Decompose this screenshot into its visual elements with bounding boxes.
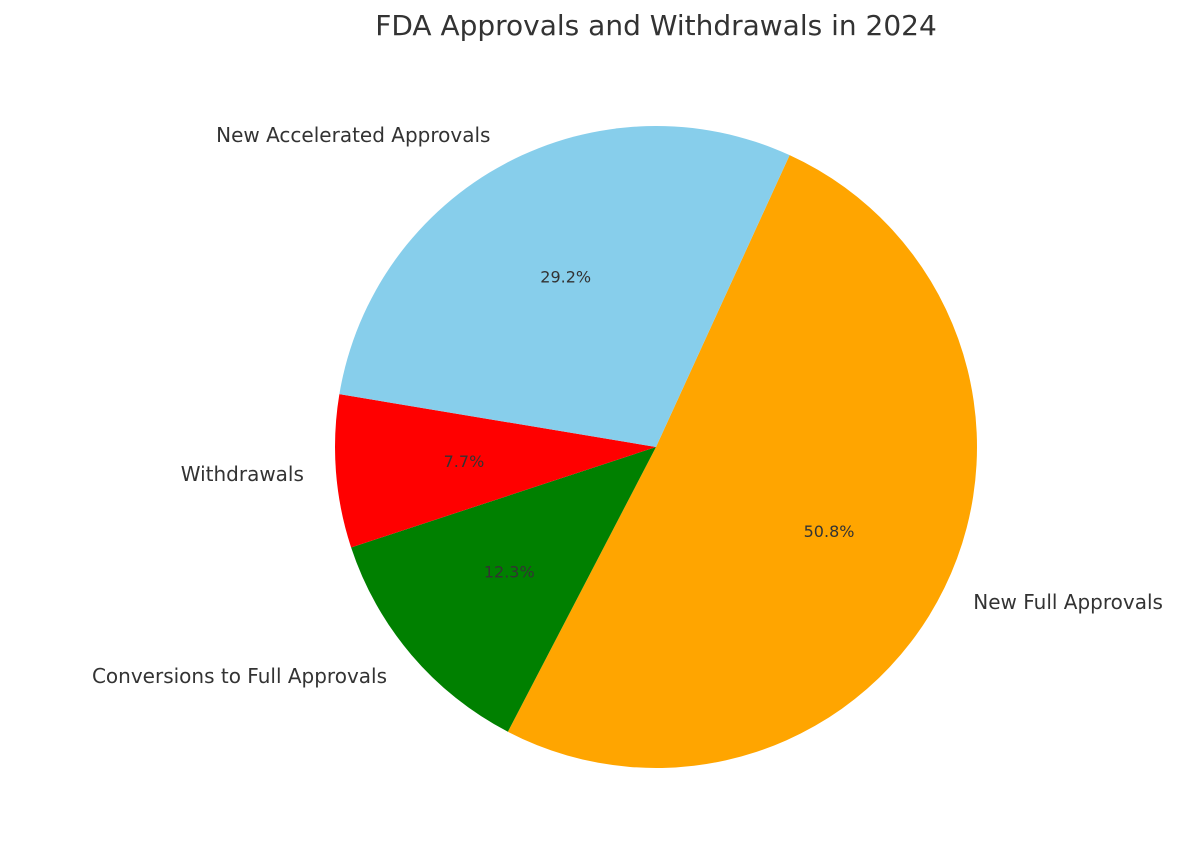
percent-label-withdrawals: 7.7%	[444, 452, 485, 471]
slice-labels: New Full Approvals Conversions to Full Ap…	[92, 123, 1163, 688]
percent-label-new-full-approvals: 50.8%	[804, 522, 855, 541]
pie-slices	[335, 125, 977, 769]
pie-slice-new-full-approvals	[507, 155, 977, 769]
slice-label-conversions-to-full-approvals: Conversions to Full Approvals	[92, 664, 387, 688]
pie-slice-conversions-to-full-approvals	[351, 447, 656, 732]
percent-label-new-accelerated-approvals: 29.2%	[540, 267, 591, 286]
pie-slice-withdrawals	[335, 394, 656, 548]
slice-label-new-full-approvals: New Full Approvals	[973, 590, 1163, 614]
percent-label-conversions-to-full-approvals: 12.3%	[484, 562, 535, 581]
chart-title: FDA Approvals and Withdrawals in 2024	[375, 9, 937, 42]
pie-slice-new-accelerated-approvals	[339, 125, 790, 447]
percent-labels: 50.8% 12.3% 7.7% 29.2%	[444, 267, 855, 581]
slice-label-new-accelerated-approvals: New Accelerated Approvals	[216, 123, 490, 147]
slice-label-withdrawals: Withdrawals	[181, 462, 304, 486]
